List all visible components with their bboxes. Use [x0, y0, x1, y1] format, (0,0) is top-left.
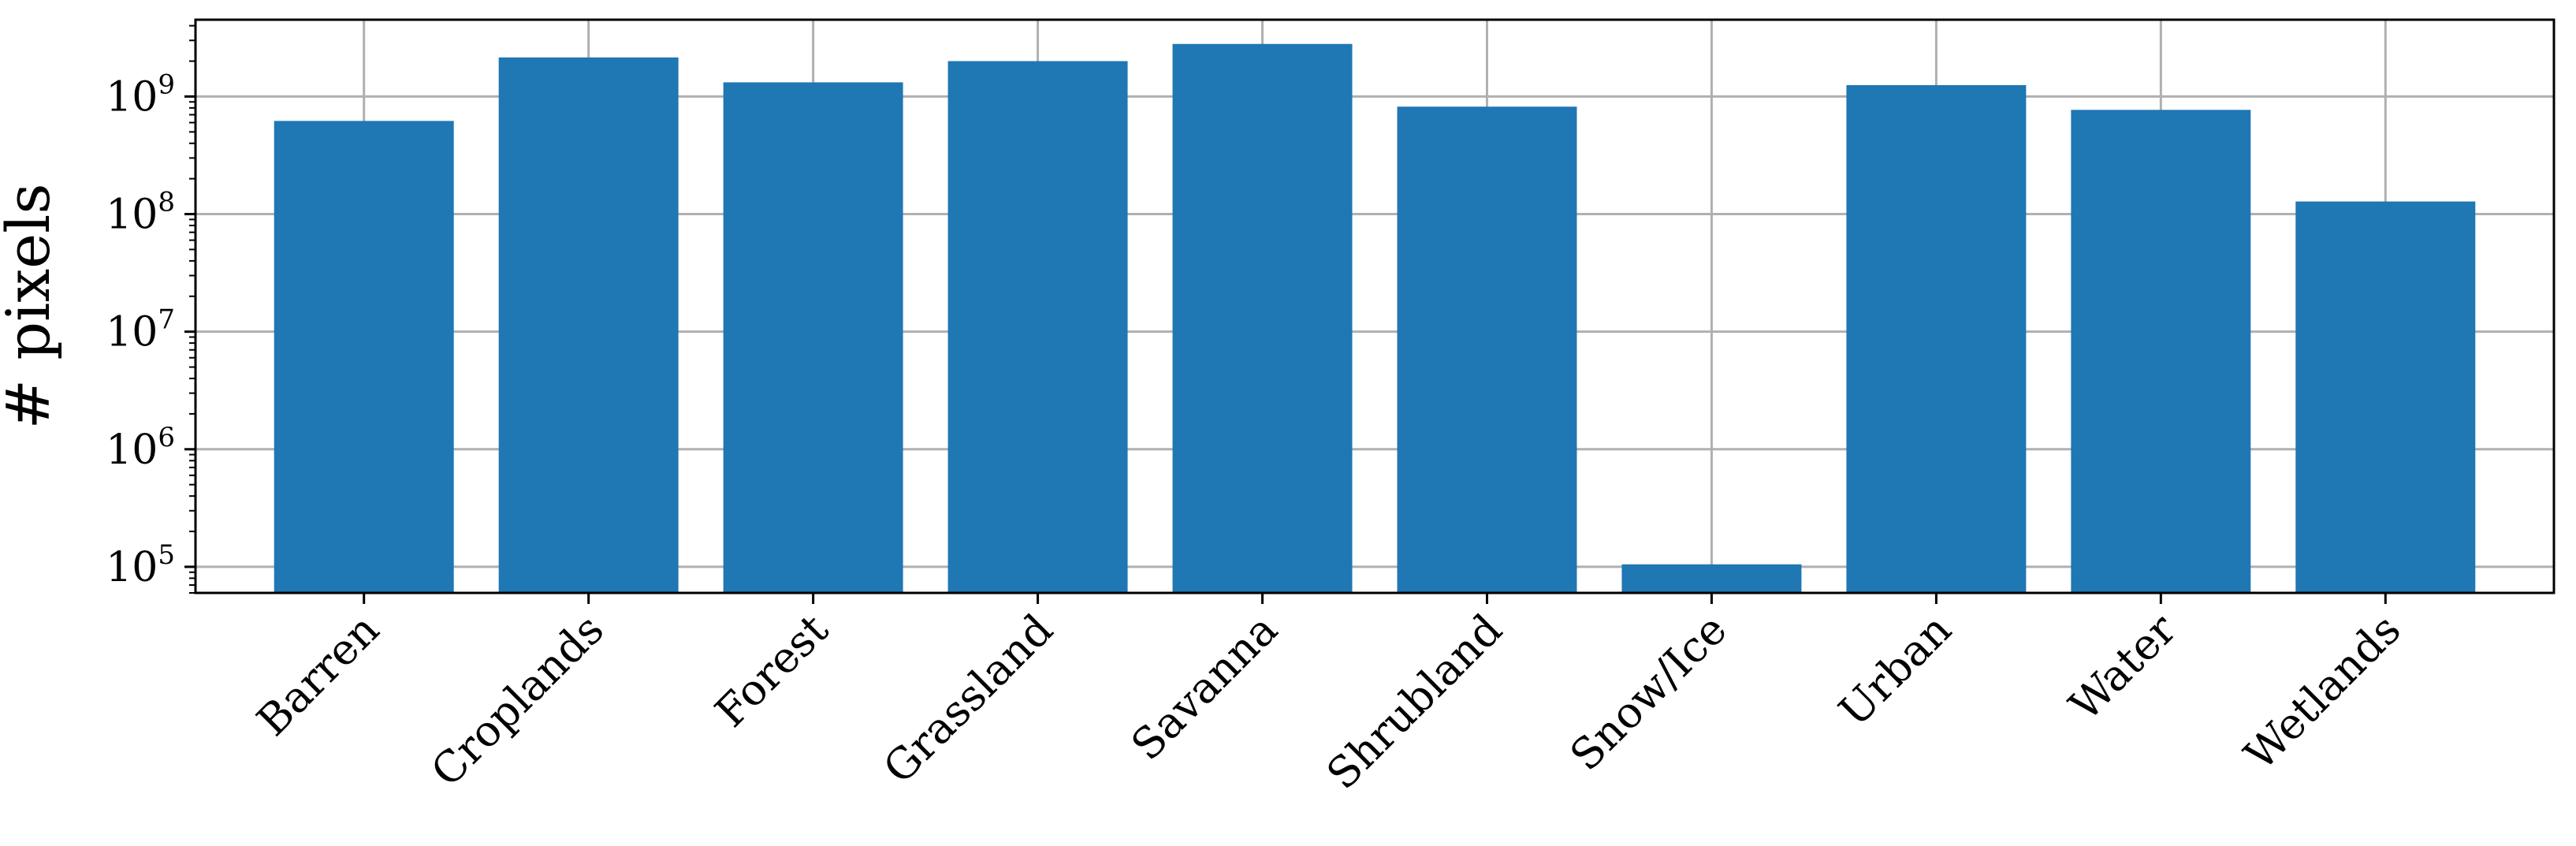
bar — [1172, 43, 1353, 593]
y-tick-label: 108 — [106, 187, 175, 239]
bar — [2295, 201, 2476, 593]
x-tick-label: Forest — [705, 604, 838, 736]
bar — [1397, 106, 1577, 594]
y-tick-exponent: 6 — [158, 422, 175, 453]
y-tick-label: 106 — [106, 422, 175, 474]
bar — [1846, 84, 2027, 593]
y-tick-label: 109 — [106, 69, 175, 121]
y-tick-base: 10 — [106, 73, 158, 121]
y-tick-exponent: 9 — [158, 69, 175, 100]
bars — [274, 43, 2476, 594]
y-tick-exponent: 5 — [158, 539, 175, 571]
y-tick-label: 105 — [106, 539, 175, 591]
y-tick-base: 10 — [106, 309, 158, 356]
x-tick-label: Urban — [1830, 605, 1961, 736]
y-axis-label: # pixels — [0, 184, 63, 430]
y-tick-exponent: 8 — [158, 187, 175, 218]
y-tick-base: 10 — [106, 192, 158, 239]
x-tick-label: Barren — [248, 605, 389, 746]
plot-frame — [194, 18, 2556, 594]
x-tick-label: Shrubland — [1317, 605, 1512, 799]
bar — [947, 61, 1128, 594]
x-tick-label: Croplands — [422, 605, 613, 796]
y-tick-label: 107 — [106, 304, 175, 356]
bar — [274, 121, 454, 594]
bar — [2071, 110, 2251, 594]
y-tick-exponent: 7 — [158, 304, 175, 336]
x-tick-label: Snow/Ice — [1561, 605, 1737, 781]
x-tick-label: Savanna — [1122, 605, 1287, 770]
bar — [723, 82, 903, 594]
x-tick-label: Water — [2060, 605, 2186, 731]
x-axis: Barren Croplands Forest Grassland Savanna Shr… — [248, 593, 2410, 799]
bar — [498, 57, 679, 593]
bar — [1621, 564, 1802, 593]
y-tick-base: 10 — [106, 427, 158, 474]
y-tick-base: 10 — [106, 544, 158, 591]
x-tick-label: Grassland — [873, 605, 1062, 793]
x-tick-label: Wetlands — [2235, 605, 2410, 780]
